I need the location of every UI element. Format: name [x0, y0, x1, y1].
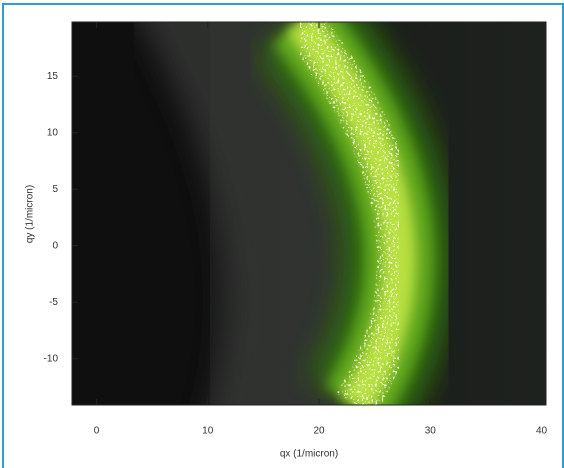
- x-tick-label: 10: [202, 426, 214, 437]
- intensity-map: [72, 22, 546, 405]
- y-tick-label: 0: [52, 240, 58, 251]
- x-tick-label: 0: [94, 426, 100, 437]
- y-tick-label: 10: [47, 127, 59, 138]
- y-tick-label: 15: [47, 71, 59, 82]
- y-axis-label: qy (1/micron): [25, 185, 36, 243]
- y-tick-label: -10: [44, 353, 59, 364]
- x-tick-label: 20: [313, 426, 325, 437]
- y-tick-label: -5: [49, 297, 58, 308]
- plot-border: [71, 21, 547, 406]
- x-tick-label: 40: [536, 426, 548, 437]
- frame: [2, 3, 564, 468]
- y-tick-label: 5: [52, 184, 58, 195]
- x-axis-label: qx (1/micron): [280, 449, 338, 460]
- x-tick-label: 30: [425, 426, 437, 437]
